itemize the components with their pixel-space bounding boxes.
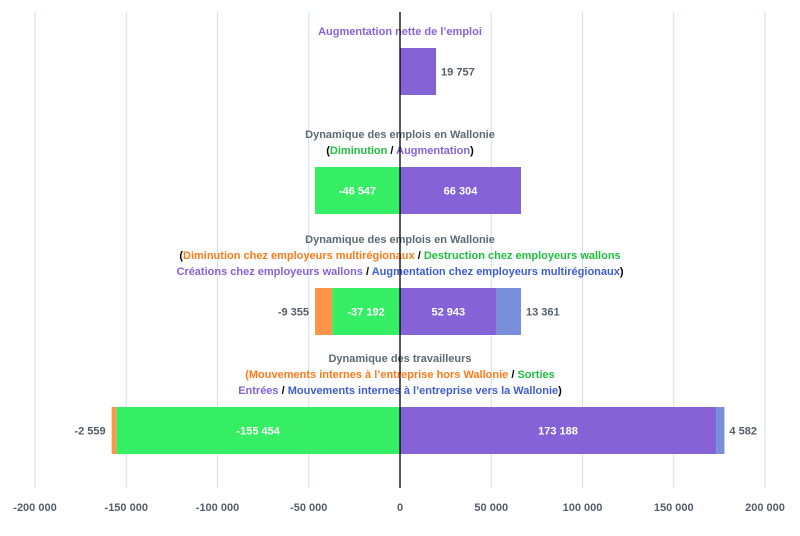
bar-segment	[496, 288, 522, 335]
bar-segment	[315, 288, 333, 335]
bar-layer	[111, 48, 725, 454]
bar-segment	[400, 48, 437, 95]
bar-segment	[116, 407, 400, 454]
x-tick-label: -100 000	[196, 502, 239, 514]
data-label: 52 943	[431, 307, 465, 319]
group-title-part: (Mouvements internes à l’entreprise hors…	[245, 369, 508, 381]
group-title-part: Mouvements internes à l’entreprise vers …	[288, 385, 558, 397]
x-tick-label: -150 000	[105, 502, 148, 514]
group-title-part: Augmentation	[396, 145, 470, 157]
group-title-line: (Diminution chez employeurs multirégiona…	[179, 250, 620, 262]
group-title-part: Diminution chez employeurs multirégionau…	[183, 250, 416, 262]
data-label: -46 547	[339, 186, 376, 198]
group-title-part: (	[179, 250, 183, 262]
x-tick-label: 150 000	[654, 502, 694, 514]
x-tick-label: -200 000	[13, 502, 56, 514]
group-title-part: (	[326, 145, 330, 157]
x-tick-label: -50 000	[290, 502, 327, 514]
title-layer: Augmentation nette de l’emploiDynamique …	[176, 26, 623, 397]
group-title-part: Entrées	[238, 385, 278, 397]
bar-segment	[400, 407, 717, 454]
bar-segment	[315, 167, 400, 214]
data-label: 66 304	[444, 186, 479, 198]
group-title-part: /	[387, 145, 396, 157]
data-label: 173 188	[538, 426, 578, 438]
label-layer: 19 757 -46 547 66 304 -37 192 -9 355 52 943 13…	[74, 67, 757, 438]
bar-segment	[716, 407, 725, 454]
group-title-part: Destruction chez employeurs wallons	[424, 250, 621, 262]
data-label: 13 361	[526, 307, 560, 319]
x-tick-label: 0	[397, 502, 403, 514]
bar-segment	[111, 407, 117, 454]
x-tick-label: 50 000	[474, 502, 508, 514]
group-title-part: /	[415, 250, 424, 262]
group-title-part: /	[363, 266, 372, 278]
x-tick-label: 200 000	[745, 502, 785, 514]
group-title-part: )	[558, 385, 562, 397]
group-title-part: /	[279, 385, 288, 397]
group-title-part: Diminution	[330, 145, 388, 157]
tick-layer: -200 000 -150 000 -100 000 -50 000 0 50 000 10…	[13, 12, 785, 514]
group-title-line: Entrées / Mouvements internes à l’entrep…	[238, 385, 562, 397]
group-title-line: (Diminution / Augmentation)	[326, 145, 474, 157]
data-label: 19 757	[441, 67, 475, 79]
group-title-part: /	[508, 369, 517, 381]
group-title-line: (Mouvements internes à l’entreprise hors…	[245, 369, 555, 381]
group-title-part: Créations chez employeurs wallons	[176, 266, 362, 278]
data-label: -9 355	[278, 307, 309, 319]
data-label: 4 582	[729, 426, 757, 438]
data-label: -37 192	[347, 307, 384, 319]
group-title-part: Sorties	[517, 369, 554, 381]
group-title-part: )	[620, 266, 624, 278]
data-label: -155 454	[236, 426, 280, 438]
x-tick-label: 100 000	[563, 502, 603, 514]
bar-segment	[400, 167, 522, 214]
group-title-line: Créations chez employeurs wallons / Augm…	[176, 266, 623, 278]
bar-segment	[332, 288, 400, 335]
group-title-part: Augmentation chez employeurs multirégion…	[372, 266, 621, 278]
grid-layer	[34, 12, 766, 488]
group-title-part: )	[470, 145, 474, 157]
data-label: -2 559	[74, 426, 105, 438]
bar-segment	[400, 288, 497, 335]
